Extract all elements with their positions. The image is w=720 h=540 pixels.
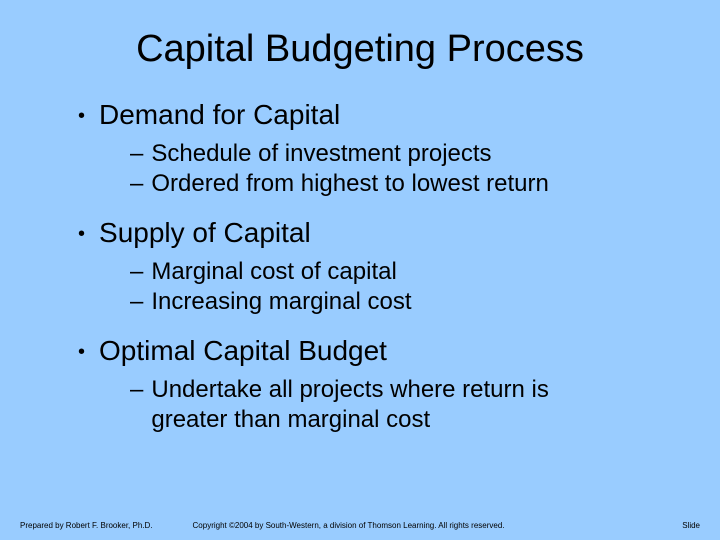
bullet-label: Supply of Capital — [99, 217, 311, 249]
sub-group-optimal: – Undertake all projects where return is… — [78, 375, 672, 435]
footer-author: Prepared by Robert F. Brooker, Ph.D. — [20, 521, 153, 530]
sub-bullet: – Undertake all projects where return is… — [130, 375, 672, 435]
dash-icon: – — [130, 139, 143, 169]
bullet-label: Optimal Capital Budget — [99, 335, 387, 367]
bullet-supply: • Supply of Capital — [78, 217, 672, 251]
sub-bullet: – Ordered from highest to lowest return — [130, 169, 672, 199]
sub-group-demand: – Schedule of investment projects – Orde… — [78, 139, 672, 199]
sub-bullet-text: Schedule of investment projects — [151, 139, 491, 169]
dash-icon: – — [130, 375, 143, 405]
bullet-icon: • — [78, 217, 85, 251]
sub-bullet: – Increasing marginal cost — [130, 287, 672, 317]
bullet-icon: • — [78, 99, 85, 133]
footer-copyright: Copyright ©2004 by South-Western, a divi… — [153, 521, 683, 530]
sub-bullet: – Schedule of investment projects — [130, 139, 672, 169]
bullet-icon: • — [78, 335, 85, 369]
dash-icon: – — [130, 257, 143, 287]
dash-icon: – — [130, 169, 143, 199]
sub-bullet-text: Ordered from highest to lowest return — [151, 169, 549, 199]
sub-bullet: – Marginal cost of capital — [130, 257, 672, 287]
bullet-optimal: • Optimal Capital Budget — [78, 335, 672, 369]
sub-bullet-text: Increasing marginal cost — [151, 287, 411, 317]
footer-slide-label: Slide — [682, 521, 700, 530]
slide: Capital Budgeting Process • Demand for C… — [0, 0, 720, 540]
dash-icon: – — [130, 287, 143, 317]
bullet-label: Demand for Capital — [99, 99, 340, 131]
slide-footer: Prepared by Robert F. Brooker, Ph.D. Cop… — [0, 521, 720, 530]
slide-content: • Demand for Capital – Schedule of inves… — [48, 99, 672, 435]
sub-group-supply: – Marginal cost of capital – Increasing … — [78, 257, 672, 317]
bullet-demand: • Demand for Capital — [78, 99, 672, 133]
slide-title: Capital Budgeting Process — [48, 28, 672, 71]
sub-bullet-text: Undertake all projects where return is g… — [151, 375, 631, 435]
sub-bullet-text: Marginal cost of capital — [151, 257, 396, 287]
